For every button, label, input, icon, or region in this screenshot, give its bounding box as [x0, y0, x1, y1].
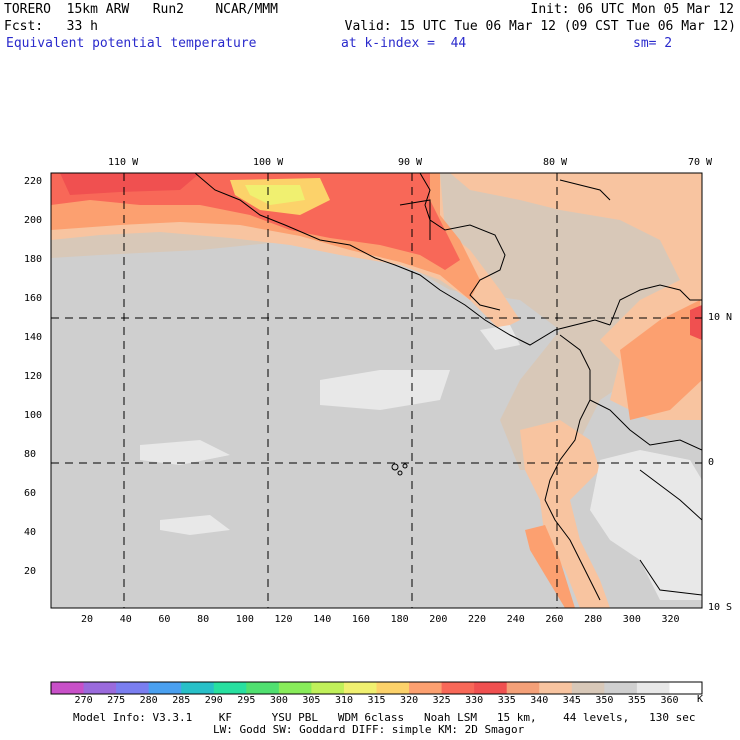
colorbar-swatch	[116, 682, 150, 694]
y-tick-label: 140	[24, 332, 43, 343]
y-tick-label: 80	[24, 449, 37, 460]
colorbar-swatch	[571, 682, 605, 694]
lat-label: 10 S	[708, 602, 733, 613]
colorbar-label: 315	[367, 695, 386, 706]
colorbar-swatch	[506, 682, 540, 694]
init-time: Init: 06 UTC Mon 05 Mar 12	[530, 2, 735, 17]
colorbar	[50, 681, 703, 695]
x-tick-label: 320	[661, 614, 680, 625]
colorbar-label: 345	[562, 695, 581, 706]
y-tick-label: 40	[24, 527, 37, 538]
colorbar-label: 275	[107, 695, 126, 706]
colorbar-swatch	[213, 682, 247, 694]
x-tick-label: 280	[584, 614, 603, 625]
colorbar-label: 360	[660, 695, 679, 706]
y-tick-label: 180	[24, 254, 43, 265]
x-tick-label: 80	[197, 614, 210, 625]
colorbar-label: 330	[465, 695, 484, 706]
colorbar-swatch	[83, 682, 117, 694]
colorbar-swatch	[376, 682, 410, 694]
colorbar-label: 290	[204, 695, 223, 706]
x-tick-label: 200	[429, 614, 448, 625]
y-tick-label: 120	[24, 371, 43, 382]
colorbar-label: 285	[172, 695, 191, 706]
x-tick-label: 220	[468, 614, 487, 625]
colorbar-swatch	[636, 682, 670, 694]
colorbar-label: 305	[302, 695, 321, 706]
colorbar-swatch	[474, 682, 508, 694]
lon-label: 70 W	[688, 157, 713, 168]
lon-label: 80 W	[543, 157, 568, 168]
physics-info: LW: Godd SW: Goddard DIFF: simple KM: 2D…	[213, 723, 525, 736]
colorbar-label: 325	[432, 695, 451, 706]
y-tick-label: 100	[24, 410, 43, 421]
colorbar-frame	[50, 681, 703, 695]
y-tick-label: 20	[24, 566, 37, 577]
smoothing-label: sm= 2	[633, 36, 673, 51]
x-tick-label: 40	[119, 614, 132, 625]
colorbar-swatch	[669, 682, 703, 694]
x-tick-label: 20	[81, 614, 94, 625]
colorbar-swatch	[539, 682, 573, 694]
x-tick-label: 240	[506, 614, 525, 625]
colorbar-swatch	[311, 682, 345, 694]
theta-e-field	[51, 173, 702, 608]
y-tick-label: 60	[24, 488, 37, 499]
colorbar-swatch	[409, 682, 443, 694]
colorbar-label: 300	[269, 695, 288, 706]
colorbar-label: 310	[334, 695, 353, 706]
x-tick-label: 180	[390, 614, 409, 625]
colorbar-label: 340	[530, 695, 549, 706]
colorbar-label: 295	[237, 695, 256, 706]
colorbar-swatch	[604, 682, 638, 694]
colorbar-swatch	[343, 682, 377, 694]
graticule	[51, 173, 702, 608]
model-title: TORERO 15km ARW Run2 NCAR/MMM	[4, 2, 278, 17]
colorbar-label: 320	[400, 695, 419, 706]
x-tick-label: 260	[545, 614, 564, 625]
valid-time: Valid: 15 UTC Tue 06 Mar 12 (09 CST Tue …	[344, 19, 736, 34]
colorbar-unit: K	[697, 694, 704, 705]
lat-label: 10 N	[708, 312, 733, 323]
field-name: Equivalent potential temperature	[6, 36, 257, 51]
x-tick-label: 300	[622, 614, 641, 625]
y-tick-label: 160	[24, 293, 43, 304]
colorbar-label: 270	[74, 695, 93, 706]
map-plot	[50, 172, 703, 609]
map-frame	[50, 172, 703, 609]
colorbar-label: 355	[627, 695, 646, 706]
colorbar-swatch	[246, 682, 280, 694]
y-tick-label: 200	[24, 215, 43, 226]
lon-label: 100 W	[253, 157, 284, 168]
x-tick-label: 60	[158, 614, 171, 625]
colorbar-label: 280	[139, 695, 158, 706]
y-tick-label: 220	[24, 176, 43, 187]
colorbar-swatch	[278, 682, 312, 694]
level-index: at k-index = 44	[341, 36, 467, 51]
lat-label: 0	[708, 457, 715, 468]
forecast-hour: Fcst: 33 h	[4, 19, 98, 34]
lon-label: 110 W	[108, 157, 139, 168]
colorbar-swatch	[51, 682, 85, 694]
colorbar-swatch	[148, 682, 182, 694]
colorbar-swatch	[181, 682, 215, 694]
lon-label: 90 W	[398, 157, 423, 168]
colorbar-swatch	[441, 682, 475, 694]
x-tick-label: 100	[235, 614, 254, 625]
x-tick-label: 140	[313, 614, 332, 625]
coastlines	[194, 173, 702, 601]
colorbar-label: 350	[595, 695, 614, 706]
x-tick-label: 160	[351, 614, 370, 625]
x-tick-label: 120	[274, 614, 293, 625]
model-info: Model Info: V3.3.1 KF YSU PBL WDM 6class…	[73, 711, 696, 724]
colorbar-label: 335	[497, 695, 516, 706]
